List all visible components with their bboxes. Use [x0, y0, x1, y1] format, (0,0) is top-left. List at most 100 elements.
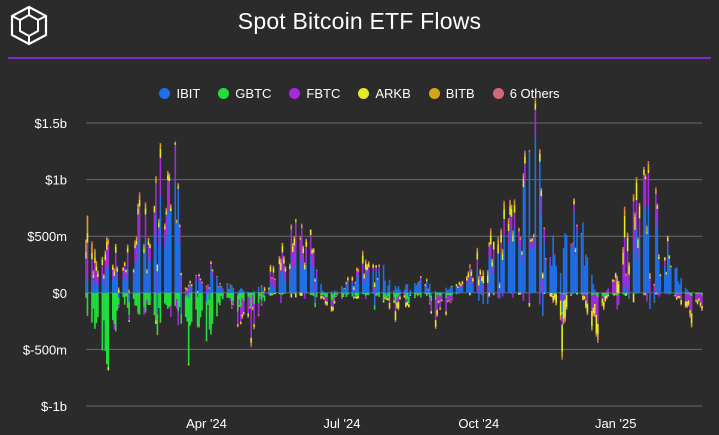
bar-segment[interactable] [540, 214, 543, 293]
bar-segment[interactable] [116, 268, 119, 272]
bar-segment[interactable] [106, 249, 108, 270]
bar-segment[interactable] [259, 293, 261, 296]
bar-segment[interactable] [351, 280, 354, 284]
bar-segment[interactable] [196, 291, 199, 293]
bar-segment[interactable] [439, 309, 441, 311]
bar-segment[interactable] [445, 287, 447, 293]
bar-segment[interactable] [409, 289, 412, 293]
bar-segment[interactable] [180, 274, 183, 293]
bar-segment[interactable] [562, 248, 565, 293]
bar-segment[interactable] [550, 297, 553, 298]
bar-segment[interactable] [220, 292, 223, 297]
bar-segment[interactable] [543, 292, 546, 294]
bar-segment[interactable] [397, 286, 400, 293]
bar-segment[interactable] [565, 307, 568, 310]
bar-segment[interactable] [284, 266, 287, 267]
bar-segment[interactable] [491, 266, 493, 274]
bar-segment[interactable] [107, 244, 110, 267]
bar-segment[interactable] [466, 275, 468, 277]
bar-segment[interactable] [321, 292, 324, 296]
bar-segment[interactable] [634, 252, 636, 293]
bar-segment[interactable] [253, 327, 255, 330]
bar-segment[interactable] [269, 292, 272, 296]
bar-segment[interactable] [480, 277, 483, 281]
bar-segment[interactable] [677, 292, 679, 294]
bar-segment[interactable] [335, 292, 337, 295]
bar-segment[interactable] [274, 279, 276, 287]
bar-segment[interactable] [174, 141, 177, 143]
bar-segment[interactable] [231, 308, 233, 310]
bar-segment[interactable] [524, 152, 526, 157]
bar-segment[interactable] [263, 288, 266, 291]
bar-segment[interactable] [622, 248, 624, 253]
bar-segment[interactable] [305, 292, 308, 294]
bar-segment[interactable] [396, 298, 398, 303]
bar-segment[interactable] [424, 292, 427, 294]
bar-segment[interactable] [393, 292, 395, 298]
bar-segment[interactable] [684, 305, 687, 308]
bar-segment[interactable] [500, 228, 502, 231]
bar-segment[interactable] [418, 281, 421, 282]
bar-segment[interactable] [580, 233, 583, 293]
bar-segment[interactable] [372, 263, 374, 265]
bar-segment[interactable] [113, 324, 116, 330]
bar-segment[interactable] [553, 254, 556, 256]
bar-segment[interactable] [457, 288, 459, 293]
bar-segment[interactable] [326, 305, 328, 307]
bar-segment[interactable] [491, 273, 493, 293]
bar-segment[interactable] [513, 205, 516, 213]
legend-item[interactable]: GBTC [218, 86, 271, 101]
bar-segment[interactable] [466, 276, 468, 278]
bar-segment[interactable] [178, 292, 181, 308]
bar-segment[interactable] [373, 283, 376, 287]
bar-segment[interactable] [541, 278, 544, 293]
bar-segment[interactable] [617, 283, 620, 293]
bar-segment[interactable] [689, 310, 691, 314]
bar-segment[interactable] [228, 289, 230, 291]
bar-segment[interactable] [143, 248, 145, 254]
bar-segment[interactable] [613, 294, 616, 296]
bar-segment[interactable] [436, 292, 438, 295]
bar-segment[interactable] [646, 233, 648, 293]
bar-segment[interactable] [434, 320, 437, 327]
bar-segment[interactable] [85, 258, 87, 282]
bar-segment[interactable] [393, 302, 395, 304]
bar-segment[interactable] [449, 286, 452, 293]
bar-segment[interactable] [103, 273, 105, 275]
bar-segment[interactable] [375, 292, 377, 296]
bar-segment[interactable] [457, 292, 459, 294]
bar-segment[interactable] [591, 326, 593, 330]
bar-segment[interactable] [408, 292, 410, 297]
bar-segment[interactable] [534, 103, 537, 110]
bar-segment[interactable] [638, 234, 641, 293]
bar-segment[interactable] [665, 271, 668, 273]
bar-segment[interactable] [544, 292, 547, 294]
bar-segment[interactable] [239, 306, 242, 322]
bar-segment[interactable] [637, 237, 639, 239]
bar-segment[interactable] [439, 296, 441, 308]
bar-segment[interactable] [573, 198, 575, 201]
bar-segment[interactable] [690, 292, 693, 297]
bar-segment[interactable] [585, 292, 587, 295]
bar-segment[interactable] [482, 292, 485, 304]
legend-item[interactable]: IBIT [159, 86, 200, 101]
bar-segment[interactable] [190, 292, 193, 322]
bar-segment[interactable] [123, 304, 126, 305]
bar-segment[interactable] [656, 292, 659, 295]
bar-segment[interactable] [543, 228, 546, 230]
bar-segment[interactable] [347, 278, 349, 281]
bar-segment[interactable] [323, 292, 325, 293]
bar-segment[interactable] [363, 273, 366, 276]
bar-segment[interactable] [562, 294, 565, 301]
bar-segment[interactable] [486, 282, 489, 293]
bar-segment[interactable] [519, 236, 522, 238]
bar-segment[interactable] [180, 313, 183, 324]
bar-segment[interactable] [611, 282, 614, 293]
bar-segment[interactable] [478, 275, 480, 278]
bar-segment[interactable] [345, 281, 348, 283]
bar-segment[interactable] [241, 292, 244, 299]
bar-segment[interactable] [184, 288, 187, 293]
bar-segment[interactable] [149, 304, 151, 305]
bar-segment[interactable] [649, 273, 651, 277]
bar-segment[interactable] [207, 292, 209, 305]
